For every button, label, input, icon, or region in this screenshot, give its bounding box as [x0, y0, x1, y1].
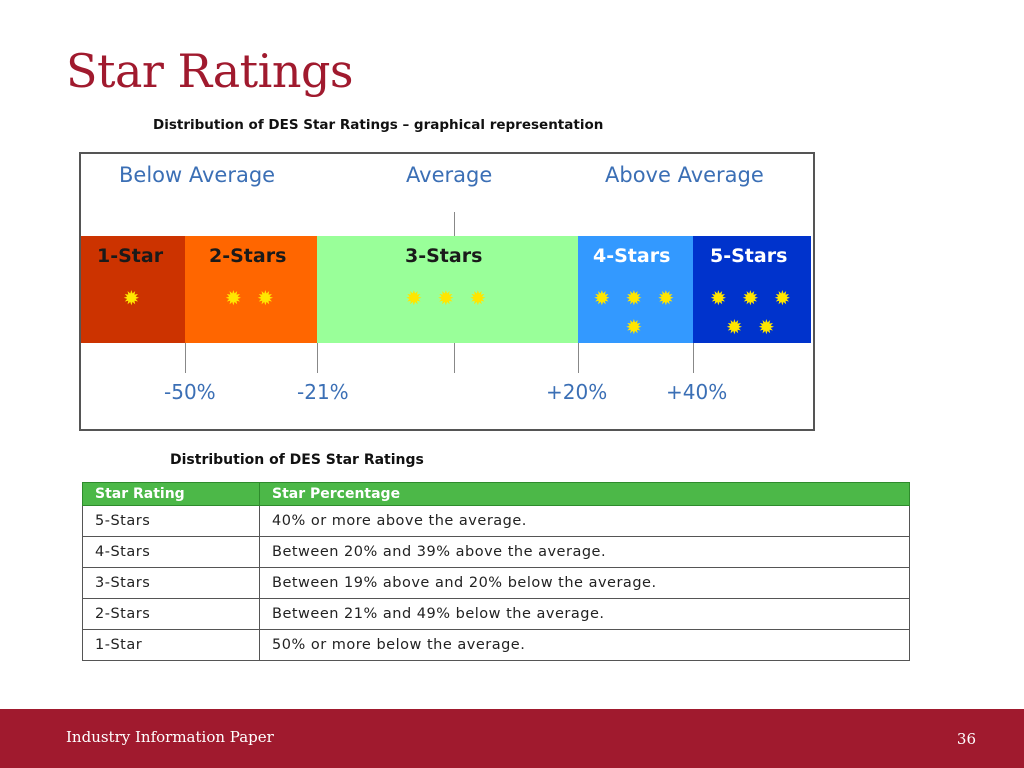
- threshold-tick: [693, 343, 694, 373]
- table-cell: 5-Stars: [82, 505, 260, 537]
- star-icon: ✹: [405, 286, 423, 310]
- band-label: 5-Stars: [710, 245, 788, 267]
- band-label: 4-Stars: [593, 245, 671, 267]
- category-above-average: Above Average: [605, 163, 764, 187]
- star-icon: ✹: [657, 286, 675, 310]
- page-number: 36: [956, 730, 976, 748]
- footer-text: Industry Information Paper: [66, 728, 274, 746]
- star-rating-diagram: Below Average Average Above Average 1-St…: [79, 152, 815, 431]
- header-star-rating: Star Rating: [82, 482, 260, 506]
- diagram-caption: Distribution of DES Star Ratings – graph…: [153, 117, 604, 133]
- band-3-stars: 3-Stars ✹ ✹ ✹: [317, 236, 578, 343]
- band-label: 3-Stars: [405, 245, 483, 267]
- table-cell: 50% or more below the average.: [259, 629, 910, 661]
- table-row: 1-Star 50% or more below the average.: [82, 629, 910, 661]
- slide-title: Star Ratings: [66, 44, 354, 98]
- table-caption: Distribution of DES Star Ratings: [170, 452, 424, 468]
- table-cell: 1-Star: [82, 629, 260, 661]
- star-icon: ✹: [593, 286, 611, 310]
- star-icon: ✹: [437, 286, 455, 310]
- table-header-row: Star Rating Star Percentage: [82, 482, 910, 506]
- category-below-average: Below Average: [119, 163, 276, 187]
- table-cell: 4-Stars: [82, 536, 260, 568]
- table-cell: 3-Stars: [82, 567, 260, 599]
- star-icon: ✹: [625, 315, 643, 339]
- star-icon: ✹: [758, 315, 775, 339]
- band-1-star: 1-Star ✹: [81, 236, 185, 343]
- header-star-percentage: Star Percentage: [259, 482, 910, 506]
- star-icon: ✹: [710, 286, 727, 310]
- table-cell: 40% or more above the average.: [259, 505, 910, 537]
- table-row: 2-Stars Between 21% and 49% below the av…: [82, 598, 910, 630]
- table-cell: Between 19% above and 20% below the aver…: [259, 567, 910, 599]
- table-row: 3-Stars Between 19% above and 20% below …: [82, 567, 910, 599]
- star-icon: ✹: [469, 286, 487, 310]
- table-row: 4-Stars Between 20% and 39% above the av…: [82, 536, 910, 568]
- threshold-label: -21%: [297, 380, 349, 404]
- threshold-label: +40%: [666, 380, 728, 404]
- table-cell: Between 20% and 39% above the average.: [259, 536, 910, 568]
- category-average: Average: [406, 163, 493, 187]
- star-icon: ✹: [257, 286, 274, 310]
- threshold-label: -50%: [164, 380, 216, 404]
- star-icon: ✹: [225, 286, 242, 310]
- star-icon: ✹: [625, 286, 643, 310]
- threshold-tick: [185, 343, 186, 373]
- threshold-tick: [317, 343, 318, 373]
- table-cell: 2-Stars: [82, 598, 260, 630]
- threshold-tick: [578, 343, 579, 373]
- average-marker: [454, 212, 455, 236]
- band-label: 1-Star: [97, 245, 164, 267]
- star-icon: ✹: [774, 286, 791, 310]
- table-row: 5-Stars 40% or more above the average.: [82, 505, 910, 537]
- band-5-stars: 5-Stars ✹ ✹ ✹ ✹ ✹: [693, 236, 811, 343]
- star-ratings-table: Star Rating Star Percentage 5-Stars 40% …: [82, 482, 910, 661]
- band-4-stars: 4-Stars ✹ ✹ ✹ ✹: [578, 236, 693, 343]
- slide-footer: Industry Information Paper 36: [0, 709, 1024, 768]
- threshold-tick: [454, 343, 455, 373]
- band-label: 2-Stars: [209, 245, 287, 267]
- star-icon: ✹: [726, 315, 743, 339]
- star-icon: ✹: [123, 286, 140, 310]
- band-2-stars: 2-Stars ✹ ✹: [185, 236, 317, 343]
- table-cell: Between 21% and 49% below the average.: [259, 598, 910, 630]
- threshold-label: +20%: [546, 380, 608, 404]
- star-icon: ✹: [742, 286, 759, 310]
